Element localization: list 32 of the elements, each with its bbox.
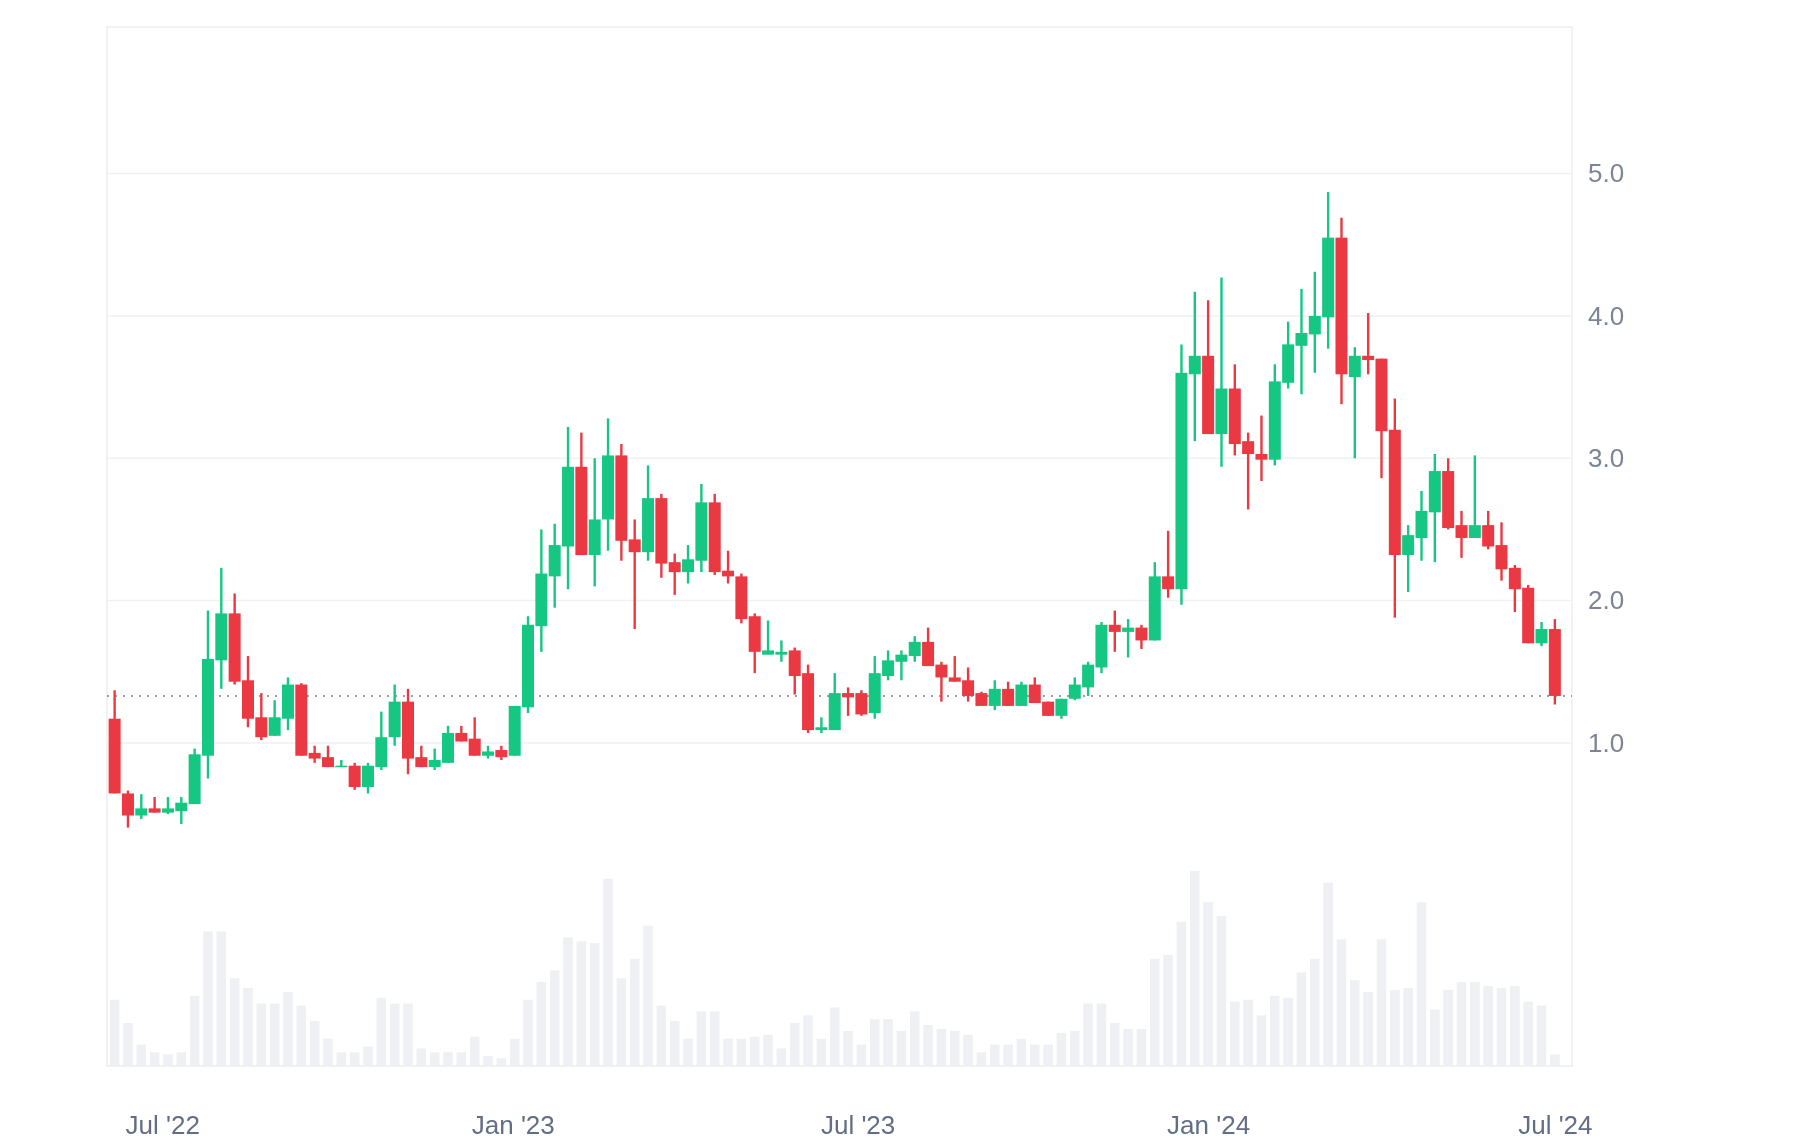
candlestick (1015, 680, 1028, 708)
x-tick-label: Jul '23 (820, 1110, 896, 1141)
x-tick-label: Jul '22 (125, 1110, 200, 1141)
candlestick (1455, 509, 1468, 560)
candlestick (1002, 680, 1015, 708)
candlestick (1188, 290, 1201, 443)
candlestick (121, 789, 134, 829)
candlestick (135, 792, 148, 821)
candlestick (1468, 454, 1481, 540)
candlestick (628, 518, 641, 631)
y-tick-label: 5.0 (1588, 158, 1625, 189)
x-tick-label: Jul '24 (1518, 1110, 1593, 1141)
candlestick (1122, 617, 1135, 659)
candlestick (1135, 623, 1148, 651)
y-tick-label: 1.0 (1588, 727, 1625, 758)
x-tick-label: Jan '24 (1167, 1110, 1251, 1141)
candlestick (1255, 414, 1268, 483)
candlestick (1348, 346, 1361, 460)
candlestick (1162, 529, 1175, 599)
candlestick (1108, 609, 1121, 654)
candlestick (908, 634, 921, 663)
y-tick-label: 4.0 (1588, 300, 1625, 331)
candlestick (468, 716, 481, 757)
candlestick (668, 552, 681, 597)
y-tick-label: 2.0 (1588, 585, 1625, 616)
candlestick (1535, 620, 1548, 648)
candlestick (988, 679, 1001, 712)
x-tick-label: Jan '23 (471, 1110, 555, 1141)
candlestick (348, 761, 361, 792)
candlestick (1482, 509, 1495, 551)
y-tick-label: 3.0 (1588, 443, 1625, 474)
candlestick (815, 716, 828, 735)
